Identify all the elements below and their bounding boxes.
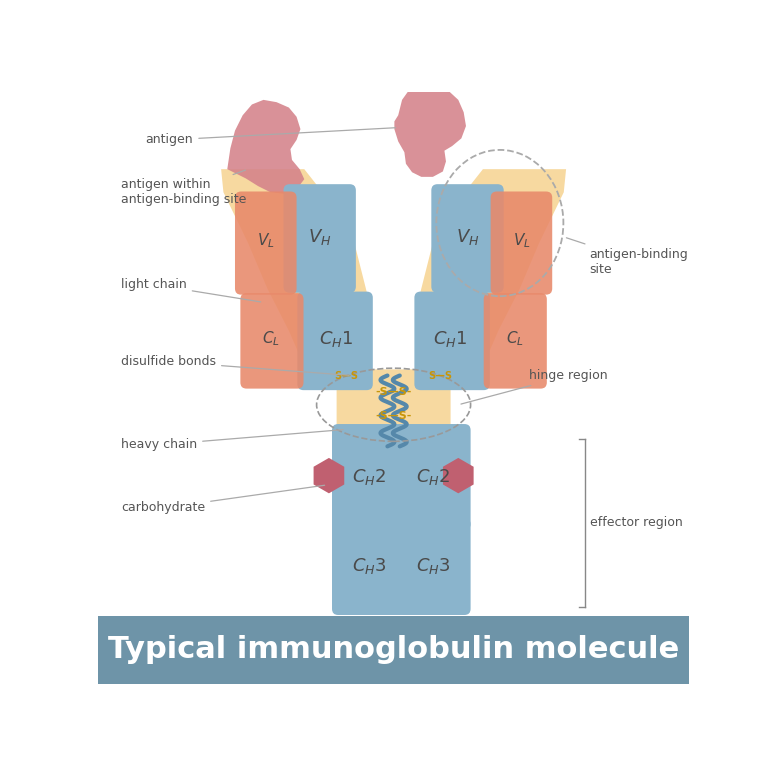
Text: $C_L$: $C_L$	[506, 329, 525, 348]
Text: -S—S-: -S—S-	[376, 388, 412, 398]
FancyBboxPatch shape	[432, 184, 504, 293]
FancyBboxPatch shape	[397, 518, 471, 615]
Text: $C_L$: $C_L$	[262, 329, 280, 348]
Text: $C_H2$: $C_H2$	[352, 467, 386, 487]
Text: antigen: antigen	[146, 127, 396, 147]
Text: $C_H1$: $C_H1$	[319, 329, 354, 349]
Text: S—S: S—S	[335, 370, 359, 380]
Text: light chain: light chain	[121, 278, 260, 302]
Bar	[98, 616, 690, 684]
Text: $C_H3$: $C_H3$	[416, 557, 451, 577]
Polygon shape	[221, 169, 367, 383]
FancyBboxPatch shape	[332, 518, 406, 615]
Text: $V_L$: $V_L$	[512, 231, 530, 250]
Text: S—S: S—S	[429, 370, 452, 380]
FancyBboxPatch shape	[415, 292, 490, 390]
Text: effector region: effector region	[590, 516, 683, 529]
Text: $C_H3$: $C_H3$	[352, 557, 386, 577]
Polygon shape	[443, 458, 474, 493]
FancyBboxPatch shape	[283, 184, 356, 293]
Polygon shape	[420, 169, 566, 383]
Text: $C_H1$: $C_H1$	[433, 329, 468, 349]
FancyBboxPatch shape	[235, 191, 296, 295]
Text: carbohydrate: carbohydrate	[121, 485, 325, 515]
Text: antigen-binding
site: antigen-binding site	[567, 238, 688, 276]
Text: -S—S-: -S—S-	[376, 411, 412, 421]
Polygon shape	[227, 100, 304, 194]
Polygon shape	[313, 458, 344, 493]
Text: $V_H$: $V_H$	[308, 227, 332, 247]
FancyBboxPatch shape	[484, 293, 547, 389]
FancyBboxPatch shape	[332, 424, 406, 530]
Text: antigen within
antigen-binding site: antigen within antigen-binding site	[121, 170, 247, 207]
FancyBboxPatch shape	[397, 424, 471, 530]
Text: Typical immunoglobulin molecule: Typical immunoglobulin molecule	[108, 635, 679, 664]
Text: hinge region: hinge region	[461, 369, 607, 404]
Text: $V_L$: $V_L$	[257, 231, 275, 250]
Polygon shape	[336, 369, 451, 607]
FancyBboxPatch shape	[240, 293, 303, 389]
Text: heavy chain: heavy chain	[121, 429, 343, 452]
FancyBboxPatch shape	[491, 191, 552, 295]
Text: $V_H$: $V_H$	[455, 227, 479, 247]
FancyBboxPatch shape	[297, 292, 372, 390]
Text: disulfide bonds: disulfide bonds	[121, 355, 349, 376]
Polygon shape	[395, 84, 466, 177]
Text: $C_H2$: $C_H2$	[416, 467, 451, 487]
